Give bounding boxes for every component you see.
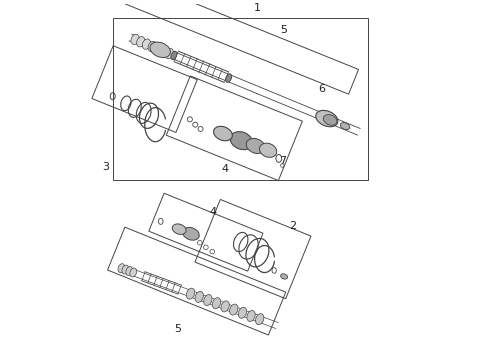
- Ellipse shape: [131, 34, 139, 45]
- Ellipse shape: [260, 143, 277, 157]
- Ellipse shape: [148, 41, 156, 51]
- Ellipse shape: [183, 228, 199, 240]
- Ellipse shape: [341, 123, 350, 130]
- Ellipse shape: [122, 265, 129, 274]
- Ellipse shape: [230, 132, 253, 150]
- Ellipse shape: [118, 264, 125, 273]
- Ellipse shape: [246, 139, 265, 153]
- Text: 4: 4: [222, 164, 229, 174]
- Ellipse shape: [126, 266, 133, 275]
- Ellipse shape: [130, 268, 137, 277]
- Text: 1: 1: [254, 3, 261, 13]
- Ellipse shape: [221, 301, 229, 312]
- Ellipse shape: [212, 298, 220, 309]
- Ellipse shape: [214, 126, 232, 141]
- Ellipse shape: [165, 48, 173, 59]
- Ellipse shape: [323, 114, 337, 125]
- Ellipse shape: [137, 37, 145, 47]
- Ellipse shape: [195, 291, 203, 302]
- Text: 6: 6: [318, 85, 325, 94]
- Text: 5: 5: [174, 324, 181, 334]
- Ellipse shape: [172, 224, 186, 234]
- Ellipse shape: [238, 307, 246, 318]
- Ellipse shape: [316, 111, 338, 127]
- Ellipse shape: [154, 44, 162, 54]
- Bar: [114, 18, 368, 180]
- Text: 3: 3: [102, 162, 109, 172]
- Ellipse shape: [256, 314, 264, 325]
- Ellipse shape: [230, 304, 238, 315]
- Text: 4: 4: [209, 207, 217, 217]
- Ellipse shape: [150, 42, 171, 58]
- Ellipse shape: [281, 274, 288, 279]
- Ellipse shape: [226, 74, 232, 82]
- Ellipse shape: [247, 310, 255, 321]
- Text: 2: 2: [290, 221, 296, 231]
- Ellipse shape: [159, 46, 168, 57]
- Ellipse shape: [204, 294, 212, 306]
- Ellipse shape: [143, 39, 150, 49]
- Ellipse shape: [186, 288, 195, 299]
- Text: 7: 7: [279, 156, 286, 166]
- Ellipse shape: [171, 51, 177, 60]
- Text: 5: 5: [281, 26, 288, 35]
